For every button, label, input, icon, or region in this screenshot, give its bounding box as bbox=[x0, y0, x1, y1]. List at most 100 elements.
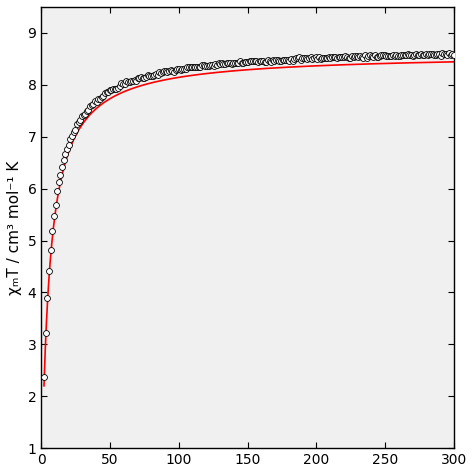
Point bbox=[340, 53, 347, 61]
Point bbox=[103, 88, 110, 95]
Point bbox=[315, 54, 323, 61]
Point bbox=[435, 51, 443, 58]
Point bbox=[137, 73, 145, 81]
Point bbox=[294, 54, 301, 62]
Point bbox=[448, 50, 456, 58]
Point bbox=[167, 66, 174, 74]
Point bbox=[444, 51, 451, 59]
Point bbox=[55, 178, 63, 186]
Y-axis label: χₘT / cm³ mol⁻¹ K: χₘT / cm³ mol⁻¹ K bbox=[7, 160, 22, 295]
Point bbox=[118, 80, 125, 87]
Point bbox=[361, 51, 369, 58]
Point bbox=[139, 74, 146, 82]
Point bbox=[346, 54, 354, 62]
Point bbox=[410, 51, 418, 59]
Point bbox=[285, 57, 293, 64]
Point bbox=[404, 50, 411, 57]
Point bbox=[154, 71, 161, 78]
Point bbox=[210, 62, 218, 70]
Point bbox=[442, 50, 449, 57]
Point bbox=[279, 56, 286, 64]
Point bbox=[353, 53, 361, 60]
Point bbox=[383, 52, 390, 60]
Point bbox=[85, 107, 92, 114]
Point bbox=[309, 55, 316, 63]
Point bbox=[211, 61, 219, 68]
Point bbox=[235, 59, 242, 67]
Point bbox=[406, 51, 413, 59]
Point bbox=[200, 62, 208, 69]
Point bbox=[394, 52, 402, 60]
Point bbox=[302, 54, 310, 62]
Point bbox=[426, 50, 433, 58]
Point bbox=[392, 51, 400, 59]
Point bbox=[205, 63, 212, 70]
Point bbox=[420, 51, 428, 59]
Point bbox=[310, 54, 318, 62]
Point bbox=[299, 55, 306, 62]
Point bbox=[355, 53, 362, 61]
Point bbox=[90, 100, 97, 108]
Point bbox=[203, 62, 211, 70]
Point bbox=[317, 55, 324, 63]
Point bbox=[201, 63, 209, 70]
Point bbox=[106, 87, 114, 94]
Point bbox=[149, 72, 156, 80]
Point bbox=[330, 53, 337, 60]
Point bbox=[129, 77, 137, 84]
Point bbox=[216, 60, 224, 68]
Point bbox=[136, 74, 143, 82]
Point bbox=[147, 72, 155, 80]
Point bbox=[72, 126, 79, 134]
Point bbox=[351, 52, 359, 59]
Point bbox=[182, 65, 190, 73]
Point bbox=[348, 52, 356, 60]
Point bbox=[80, 111, 87, 118]
Point bbox=[247, 57, 255, 65]
Point bbox=[305, 54, 313, 62]
Point bbox=[124, 78, 132, 86]
Point bbox=[243, 58, 250, 66]
Point bbox=[440, 50, 448, 58]
Point bbox=[131, 76, 138, 84]
Point bbox=[274, 56, 282, 64]
Point bbox=[427, 50, 435, 57]
Point bbox=[327, 55, 334, 62]
Point bbox=[401, 51, 408, 58]
Point bbox=[141, 74, 148, 82]
Point bbox=[414, 52, 421, 59]
Point bbox=[187, 64, 194, 71]
Point bbox=[445, 49, 453, 57]
Point bbox=[325, 53, 333, 61]
Point bbox=[320, 55, 328, 62]
Point bbox=[429, 50, 437, 57]
Point bbox=[275, 57, 283, 64]
Point bbox=[246, 57, 254, 65]
Point bbox=[273, 56, 280, 64]
Point bbox=[73, 120, 81, 128]
Point bbox=[177, 66, 184, 74]
Point bbox=[119, 81, 127, 88]
Point bbox=[52, 201, 59, 209]
Point bbox=[54, 188, 61, 195]
Point bbox=[121, 80, 128, 88]
Point bbox=[132, 77, 140, 84]
Point bbox=[430, 51, 438, 58]
Point bbox=[66, 136, 74, 143]
Point bbox=[193, 63, 201, 71]
Point bbox=[244, 58, 252, 66]
Point bbox=[432, 51, 439, 59]
Point bbox=[93, 98, 100, 106]
Point bbox=[134, 75, 142, 82]
Point bbox=[113, 85, 120, 92]
Point bbox=[108, 86, 115, 94]
Point bbox=[151, 72, 158, 79]
Point bbox=[261, 58, 268, 65]
Point bbox=[333, 55, 341, 62]
Point bbox=[207, 61, 214, 69]
Point bbox=[128, 77, 135, 85]
Point bbox=[257, 57, 265, 65]
Point bbox=[417, 50, 425, 58]
Point bbox=[88, 101, 96, 109]
Point bbox=[226, 59, 234, 67]
